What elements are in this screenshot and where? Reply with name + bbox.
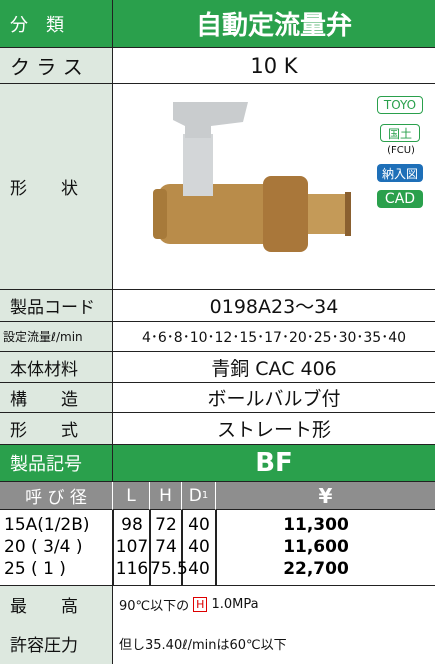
price-cell: 11,300 [283,515,349,535]
spec-value: ボールバルブ付 [113,383,435,413]
shape-cell: TOYO 国土 (FCU) 納入図 CAD [113,84,435,290]
spec-value: 4･6･8･10･12･15･17･20･25･30･35･40 [113,322,435,352]
dimension-cell: 116 [115,559,149,579]
size-cell: 15A(1/2B) [4,515,90,535]
table-header: L [113,482,150,510]
badge-note: (FCU) [387,144,415,156]
dimension-cell: 40 [188,515,210,535]
pressure-text: 1.0MPa [211,596,259,612]
h-mark: H [193,596,208,612]
pressure-label: 最 高 [0,586,113,622]
spec-value: 青銅 CAC 406 [113,352,435,383]
pressure-text: 90℃以下の [119,598,190,614]
price-cell: 22,700 [283,559,349,579]
spec-label: 構 造 [0,383,113,413]
table-body: 15A(1/2B) 98 72 40 11,300 20 ( 3/4 ) 107 74 40 11… [0,510,435,586]
header-text: D [188,485,202,506]
class-value: 10 K [113,48,435,84]
badge: TOYO [377,96,423,114]
pressure-note: 但し35.40ℓ/minは60℃以下 [119,637,287,653]
shape-label: 形 状 [0,84,113,290]
dimension-cell: 40 [188,559,210,579]
dimension-cell: 98 [121,515,143,535]
spec-label: 設定流量ℓ/min [0,322,113,352]
table-header: ¥ [216,482,435,510]
symbol-label: 製品記号 [0,445,113,482]
valve-illustration [153,102,351,252]
badge: CAD [377,190,423,208]
dimension-cell: 107 [115,537,149,557]
table-header: H [150,482,182,510]
class-label: ク ラ ス [0,48,113,84]
header-sub: 1 [201,490,209,501]
badge: 国土 [380,124,420,142]
header-title: 自動定流量弁 [113,0,435,48]
pressure-label: 許容圧力 [0,622,113,664]
dimension-cell: 40 [188,537,210,557]
size-cell: 25 ( 1 ) [4,559,66,579]
spec-label: 製品コード [0,290,113,322]
spec-value: ストレート形 [113,413,435,445]
dimension-cell: 75.5 [150,559,188,579]
spec-value: 0198A23～34 [113,290,435,322]
spec-label: 形 式 [0,413,113,445]
size-cell: 20 ( 3/4 ) [4,537,83,557]
spec-label: 本体材料 [0,352,113,383]
price-cell: 11,600 [283,537,349,557]
header-label: 分 類 [0,0,113,48]
dimension-cell: 74 [155,537,177,557]
badge: 納入図 [377,164,423,182]
symbol-value: BF [113,445,435,482]
table-header: 呼 び 径 [0,482,113,510]
pressure-line: 90℃以下の H 1.0MPa [113,586,435,622]
dimension-cell: 72 [155,515,177,535]
